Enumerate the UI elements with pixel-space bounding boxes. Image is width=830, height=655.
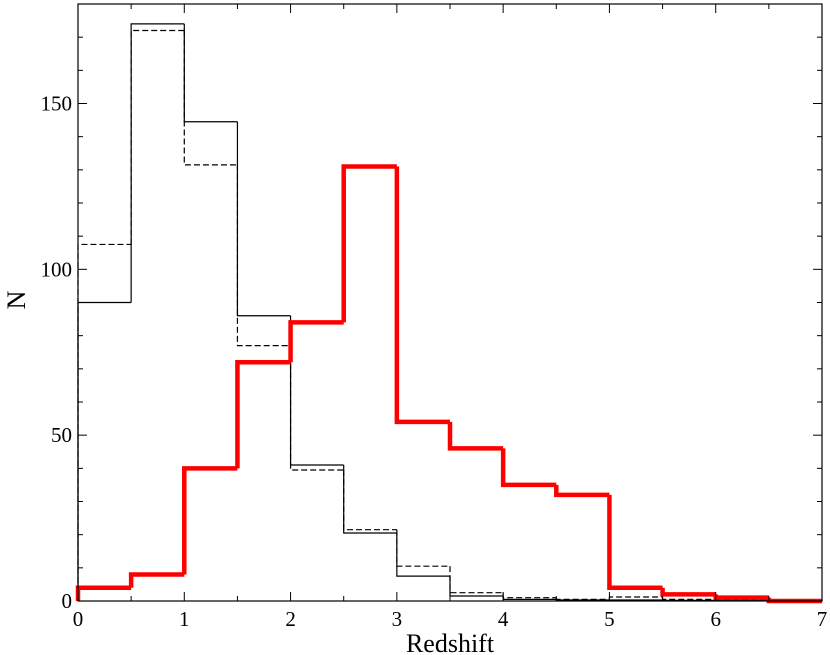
x-tick-label: 2 [285, 607, 296, 631]
histogram-bin [130, 23, 185, 303]
histogram-bin [502, 592, 557, 599]
histogram-bin [289, 315, 344, 466]
x-axis-title: Redshift [406, 629, 495, 655]
histogram-bin [343, 465, 397, 534]
axis-layer: 0 1 2 3 4 5 6 7 0 50 100 150 [41, 3, 828, 631]
histogram-bin [343, 469, 397, 531]
y-tick-label: 0 [62, 589, 73, 613]
histogram-bin [394, 166, 450, 425]
x-tick-label: 7 [817, 607, 828, 631]
histogram-bin [289, 345, 344, 471]
histogram-bin [77, 243, 132, 601]
histogram-bin [128, 572, 185, 588]
histogram-bin [130, 29, 185, 245]
histogram-bin [396, 529, 450, 567]
plot-frame [77, 3, 823, 602]
histogram-bin [607, 494, 663, 590]
histogram-bin [288, 320, 344, 363]
histogram-bin [236, 164, 291, 347]
y-tick-label: 100 [41, 257, 73, 281]
histogram-bin [77, 301, 132, 601]
x-tick-label: 6 [710, 607, 721, 631]
x-tick-label: 5 [604, 607, 615, 631]
histogram-bin [555, 597, 610, 600]
histogram-bin [447, 421, 504, 451]
x-tick-label: 1 [179, 607, 190, 631]
y-tick-label: 50 [51, 423, 72, 447]
histogram-bin [183, 30, 238, 166]
histogram-bin [449, 566, 504, 594]
histogram-bin [661, 597, 716, 600]
histogram-bin [235, 359, 291, 469]
series-layer [75, 23, 823, 604]
histogram-bin [608, 596, 663, 600]
histogram-bin [449, 576, 504, 597]
histogram-bin [236, 121, 291, 317]
y-axis-title: N [2, 290, 31, 309]
histogram-bin [183, 23, 238, 123]
histogram-bin [396, 533, 450, 577]
histogram-bin [713, 594, 769, 600]
histogram-bin [182, 466, 238, 575]
series-thin-solid [77, 23, 823, 602]
histogram-bin [75, 585, 132, 601]
series-thin-dashed [77, 29, 823, 601]
x-tick-label: 3 [392, 607, 403, 631]
histogram-bin [500, 448, 557, 488]
histogram-bin [554, 484, 610, 498]
histogram-bin [660, 587, 716, 597]
y-tick-label: 150 [41, 92, 73, 116]
x-tick-label: 4 [498, 607, 509, 631]
series-thick-solid [75, 164, 822, 604]
x-tick-label: 0 [73, 607, 84, 631]
histogram-bin [341, 164, 397, 323]
